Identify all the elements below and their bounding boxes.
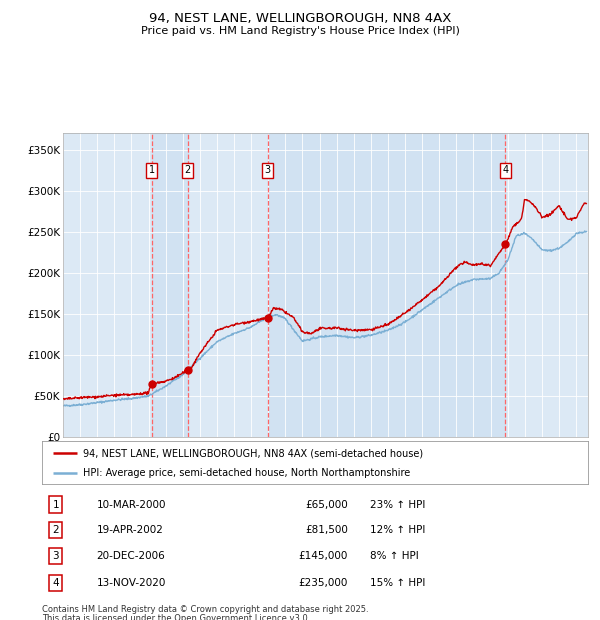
Text: This data is licensed under the Open Government Licence v3.0.: This data is licensed under the Open Gov… <box>42 614 310 620</box>
Text: 3: 3 <box>265 166 271 175</box>
Text: HPI: Average price, semi-detached house, North Northamptonshire: HPI: Average price, semi-detached house,… <box>83 468 410 478</box>
Text: £235,000: £235,000 <box>298 578 348 588</box>
Text: 94, NEST LANE, WELLINGBOROUGH, NN8 4AX: 94, NEST LANE, WELLINGBOROUGH, NN8 4AX <box>149 12 451 25</box>
Text: 1: 1 <box>52 500 59 510</box>
Text: 1: 1 <box>149 166 155 175</box>
Text: 3: 3 <box>52 551 59 561</box>
Text: Price paid vs. HM Land Registry's House Price Index (HPI): Price paid vs. HM Land Registry's House … <box>140 26 460 36</box>
Text: 19-APR-2002: 19-APR-2002 <box>97 525 163 535</box>
Text: 2: 2 <box>52 525 59 535</box>
Bar <box>152 133 188 437</box>
Text: 4: 4 <box>52 578 59 588</box>
Text: 8% ↑ HPI: 8% ↑ HPI <box>370 551 418 561</box>
Bar <box>268 133 505 437</box>
Text: 10-MAR-2000: 10-MAR-2000 <box>97 500 166 510</box>
Text: 15% ↑ HPI: 15% ↑ HPI <box>370 578 425 588</box>
Text: £65,000: £65,000 <box>305 500 348 510</box>
Text: 12% ↑ HPI: 12% ↑ HPI <box>370 525 425 535</box>
Text: £81,500: £81,500 <box>305 525 348 535</box>
Text: 20-DEC-2006: 20-DEC-2006 <box>97 551 166 561</box>
Text: £145,000: £145,000 <box>298 551 348 561</box>
Text: 13-NOV-2020: 13-NOV-2020 <box>97 578 166 588</box>
Text: 2: 2 <box>185 166 191 175</box>
Text: Contains HM Land Registry data © Crown copyright and database right 2025.: Contains HM Land Registry data © Crown c… <box>42 604 368 614</box>
Text: 94, NEST LANE, WELLINGBOROUGH, NN8 4AX (semi-detached house): 94, NEST LANE, WELLINGBOROUGH, NN8 4AX (… <box>83 448 423 458</box>
Text: 4: 4 <box>502 166 508 175</box>
Text: 23% ↑ HPI: 23% ↑ HPI <box>370 500 425 510</box>
